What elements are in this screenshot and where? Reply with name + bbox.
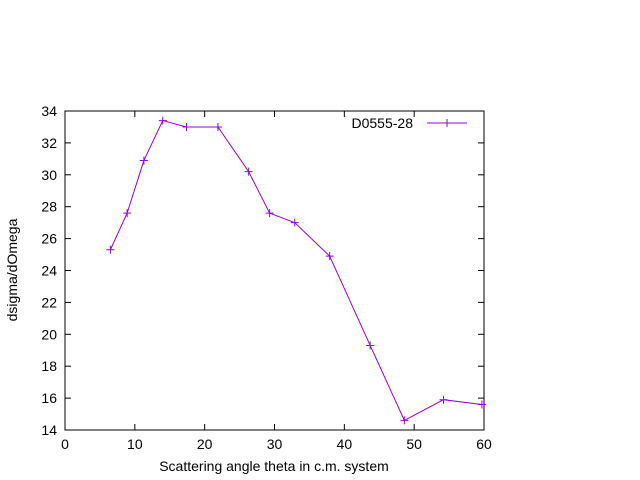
y-tick-label: 34: [41, 103, 57, 119]
data-point: [106, 245, 115, 254]
x-tick-label: 50: [406, 436, 422, 452]
x-tick-label: 30: [267, 436, 283, 452]
data-point: [439, 395, 448, 404]
data-point: [265, 209, 274, 218]
y-tick-label: 18: [41, 358, 57, 374]
data-point: [244, 167, 253, 176]
data-point: [123, 209, 132, 218]
y-tick-label: 30: [41, 167, 57, 183]
data-point: [366, 341, 375, 350]
data-point: [182, 122, 191, 131]
legend: D0555-28: [352, 115, 467, 131]
y-axis: 14 16 18 20 22 24 26 28 30 32 34: [41, 103, 484, 438]
data-point: [325, 252, 334, 261]
data-point: [477, 400, 486, 409]
y-axis-title: dsigma/dOmega: [4, 218, 20, 321]
data-point: [290, 218, 299, 227]
x-tick-label: 40: [337, 436, 353, 452]
plot-frame: [64, 110, 485, 431]
data-point: [400, 416, 409, 425]
y-tick-label: 14: [41, 422, 57, 438]
y-tick-label: 20: [41, 326, 57, 342]
y-tick-label: 22: [41, 294, 57, 310]
y-tick-label: 26: [41, 231, 57, 247]
legend-label: D0555-28: [352, 115, 414, 131]
series-line: [109, 119, 482, 422]
legend-swatch-marker: [443, 119, 451, 127]
y-tick-label: 32: [41, 135, 57, 151]
y-tick-label: 16: [41, 390, 57, 406]
x-tick-label: 0: [61, 436, 69, 452]
data-point: [158, 116, 167, 125]
x-axis-title: Scattering angle theta in c.m. system: [159, 458, 389, 474]
series-layer: [106, 116, 486, 425]
x-tick-label: 10: [127, 436, 143, 452]
x-tick-label: 20: [197, 436, 213, 452]
y-tick-label: 28: [41, 199, 57, 215]
data-point: [139, 156, 148, 165]
data-point: [213, 122, 222, 131]
y-tick-label: 24: [41, 263, 57, 279]
x-axis: 0 10 20 30 40 50 60: [61, 111, 492, 452]
x-tick-label: 60: [476, 436, 492, 452]
